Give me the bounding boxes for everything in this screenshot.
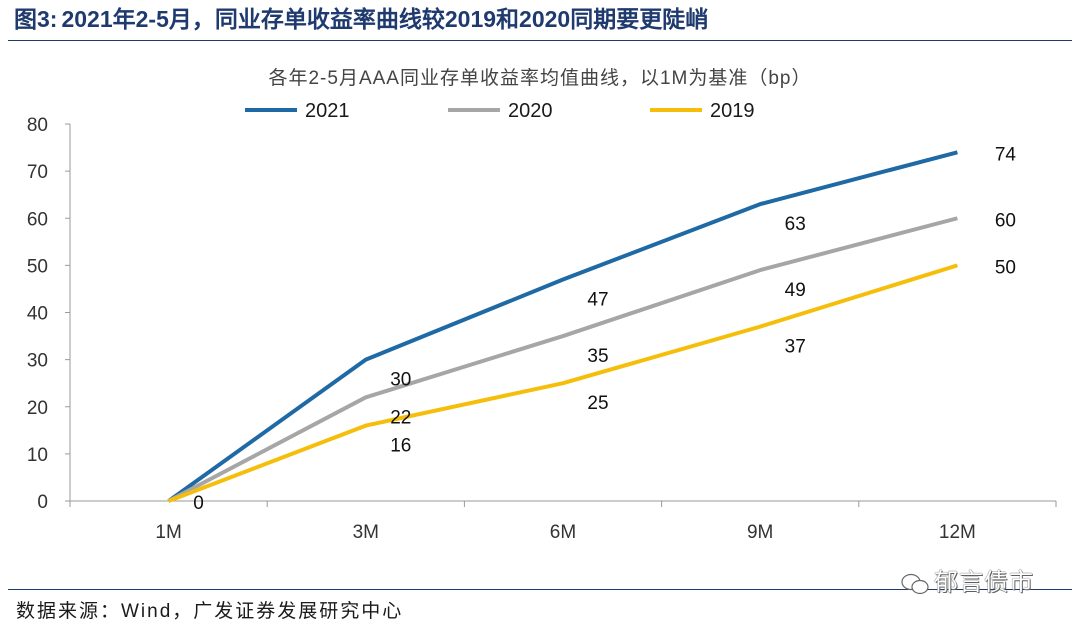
series-line-2020 <box>167 216 958 503</box>
footer-divider <box>8 589 1072 590</box>
series-line-2019 <box>167 263 958 503</box>
data-label-2020-12M: 60 <box>995 210 1016 231</box>
data-label-2021-1M: 0 <box>193 493 204 514</box>
y-tick-label: 60 <box>27 209 48 230</box>
y-tick-label: 10 <box>27 445 48 466</box>
watermark: 郁言债市 <box>900 562 1034 597</box>
series-line-2021 <box>167 150 958 503</box>
data-label-2020-3M: 22 <box>390 407 411 428</box>
data-label-2021-6M: 47 <box>587 290 608 311</box>
legend-item-2021: 2021 <box>245 100 350 122</box>
figure-title-body: 2021年2-5月，同业存单收益率曲线较2019和2020同期要更陡峭 <box>61 6 709 32</box>
x-tick-label: 9M <box>747 522 773 543</box>
series-lines <box>167 150 958 503</box>
x-tick-label: 12M <box>939 522 976 543</box>
legend-label: 2019 <box>710 100 755 122</box>
data-label-2019-12M: 50 <box>995 257 1016 278</box>
line-chart: 各年2-5月AAA同业存单收益率均值曲线，以1M为基准（bp） 2021 2020… <box>27 67 1057 543</box>
watermark-text: 郁言债市 <box>934 569 1034 596</box>
legend-item-2019: 2019 <box>650 100 755 122</box>
legend-label: 2020 <box>508 100 553 122</box>
x-tick-label: 6M <box>550 522 576 543</box>
data-label-2020-6M: 35 <box>587 346 608 367</box>
data-label-2020-9M: 49 <box>785 280 806 301</box>
y-tick-label: 20 <box>27 398 48 419</box>
figure-title-prefix: 图3: <box>14 6 58 32</box>
figure-title: 图3: 2021年2-5月，同业存单收益率曲线较2019和2020同期要更陡峭 <box>14 2 708 36</box>
source-note: 数据来源：Wind，广发证券发展研究中心 <box>16 601 404 622</box>
y-tick-label: 70 <box>27 162 48 183</box>
data-labels: 0 30 47 63 74 22 35 49 60 16 25 37 50 <box>193 144 1016 514</box>
data-label-2021-3M: 30 <box>390 370 411 391</box>
wechat-icon <box>901 573 929 594</box>
data-label-2021-9M: 63 <box>785 214 806 235</box>
y-tick-label: 30 <box>27 351 48 372</box>
y-tick-label: 40 <box>27 304 48 325</box>
data-label-2021-12M: 74 <box>995 144 1017 165</box>
data-label-2019-3M: 16 <box>390 436 411 457</box>
axes: 0 10 20 30 40 50 60 70 80 1M 3M 6M 9M 12M <box>27 115 1057 543</box>
y-tick-label: 50 <box>27 256 48 277</box>
title-divider <box>8 40 1072 41</box>
legend-label: 2021 <box>305 100 350 122</box>
data-label-2019-6M: 25 <box>587 393 608 414</box>
x-tick-label: 3M <box>353 522 379 543</box>
x-tick-label: 1M <box>155 522 181 543</box>
y-tick-label: 0 <box>37 492 48 513</box>
data-label-2019-9M: 37 <box>785 337 806 358</box>
legend-item-2020: 2020 <box>448 100 553 122</box>
legend: 2021 2020 2019 <box>245 100 755 122</box>
chart-subtitle: 各年2-5月AAA同业存单收益率均值曲线，以1M为基准（bp） <box>268 67 811 89</box>
y-tick-label: 80 <box>27 115 48 136</box>
